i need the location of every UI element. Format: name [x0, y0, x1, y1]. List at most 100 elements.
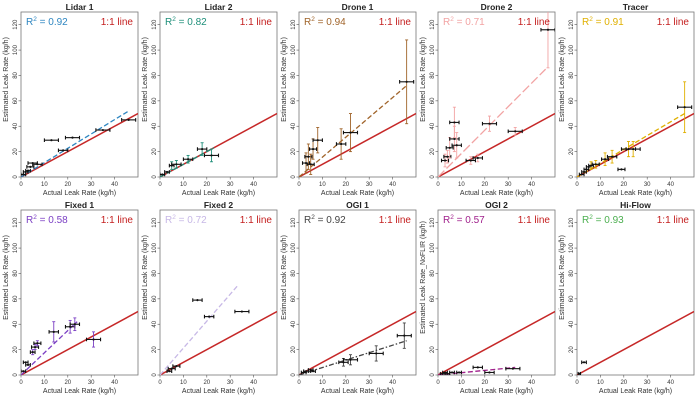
point-marker — [514, 130, 517, 133]
point-marker — [405, 80, 408, 83]
data-point — [505, 366, 521, 371]
y-tick-label: 60 — [13, 97, 19, 104]
x-tick-label: 20 — [342, 380, 349, 386]
x-tick-label: 20 — [203, 380, 210, 386]
plot-area — [438, 12, 555, 177]
one-to-one-line — [299, 112, 416, 177]
point-marker — [33, 345, 37, 349]
y-tick-label: 40 — [152, 122, 158, 129]
r-squared-exponent: 2 — [589, 214, 593, 221]
y-tick-label: 80 — [291, 269, 297, 276]
point-marker — [71, 136, 74, 139]
data-point — [172, 364, 181, 368]
point-marker — [36, 163, 39, 166]
point-marker — [309, 163, 312, 166]
y-axis-label: Estimated Leak Rate (kg/h) — [420, 37, 427, 122]
point-marker — [311, 147, 315, 151]
point-marker — [307, 155, 310, 158]
point-marker — [476, 156, 479, 160]
point-marker — [546, 28, 550, 31]
y-tick-label: 20 — [13, 148, 19, 155]
point-marker — [582, 361, 586, 364]
regression-line — [21, 110, 129, 177]
x-tick-label: 40 — [667, 182, 674, 188]
r-squared-symbol: R — [304, 215, 311, 226]
regression-line — [160, 285, 238, 375]
one-to-one-label: 1:1 line — [101, 215, 134, 226]
point-marker — [170, 367, 173, 370]
point-marker — [50, 139, 53, 142]
data-point — [540, 12, 555, 69]
panel-7: Fixed 2 0 10 20 30 40 0 20 40 60 80 100 120 Actual Le… — [142, 200, 278, 395]
y-tick-label: 100 — [430, 44, 436, 55]
x-axis-label: Actual Leak Rate (kg/h) — [460, 190, 533, 197]
y-tick-label: 20 — [569, 346, 575, 353]
panel-title: Drone 2 — [481, 2, 513, 12]
plot-area — [438, 310, 555, 375]
data-point — [234, 309, 250, 314]
x-tick-label: 0 — [19, 182, 23, 188]
data-point — [48, 321, 59, 343]
one-to-one-line — [438, 310, 555, 375]
panel-2: Lidar 2 0 10 20 30 40 0 20 40 60 80 100 120 Actual Le… — [142, 2, 278, 197]
data-point — [21, 172, 27, 177]
regression-line — [438, 68, 547, 177]
y-tick-label: 60 — [569, 97, 575, 104]
y-tick-label: 20 — [291, 148, 297, 155]
y-tick-label: 20 — [152, 346, 158, 353]
y-tick-label: 60 — [152, 295, 158, 302]
one-to-one-label: 1:1 line — [518, 17, 551, 28]
y-tick-label: 40 — [291, 320, 297, 327]
data-point — [591, 160, 600, 169]
r-squared-exponent: 2 — [589, 16, 593, 23]
x-axis-label: Actual Leak Rate (kg/h) — [182, 190, 255, 197]
y-tick-label: 0 — [291, 373, 297, 377]
data-point — [33, 340, 42, 347]
r-squared-value: = 0.92 — [37, 17, 68, 28]
x-tick-label: 20 — [342, 182, 349, 188]
point-marker — [443, 159, 447, 162]
data-point — [449, 106, 460, 139]
x-tick-label: 10 — [458, 182, 465, 188]
x-tick-label: 40 — [111, 182, 118, 188]
y-tick-label: 40 — [13, 122, 19, 129]
plot-area — [21, 310, 138, 375]
x-tick-label: 30 — [644, 380, 651, 386]
point-marker — [22, 370, 25, 373]
y-tick-label: 60 — [152, 97, 158, 104]
r-squared-value: = 0.92 — [315, 215, 346, 226]
one-to-one-line — [160, 112, 277, 177]
plot-frame — [576, 11, 695, 178]
point-marker — [632, 147, 635, 151]
plot-frame — [20, 11, 139, 178]
plot-frame — [437, 11, 556, 178]
one-to-one-label: 1:1 line — [240, 17, 273, 28]
x-tick-label: 0 — [436, 380, 440, 386]
data-point — [342, 354, 359, 366]
panel-title: OGI 1 — [346, 200, 369, 210]
one-to-one-label: 1:1 line — [657, 215, 690, 226]
panel-title: Fixed 1 — [65, 200, 95, 210]
y-tick-label: 120 — [291, 217, 297, 228]
one-to-one-label: 1:1 line — [240, 215, 273, 226]
point-marker — [683, 106, 686, 109]
x-tick-label: 10 — [458, 380, 465, 386]
panel-3: Drone 1 0 10 20 30 40 0 20 40 60 80 100 120 Actual Le… — [281, 2, 417, 197]
data-point — [601, 152, 610, 167]
point-marker — [455, 144, 458, 147]
data-point — [507, 127, 523, 136]
point-marker — [175, 365, 178, 368]
r-squared-symbol: R — [26, 17, 33, 28]
y-axis-label: Estimated Leak Rate (kg/h) — [3, 235, 10, 320]
r-squared-exponent: 2 — [172, 214, 176, 221]
point-marker — [196, 299, 199, 302]
data-point — [445, 137, 454, 159]
point-marker — [453, 121, 456, 124]
point-marker — [582, 170, 586, 174]
y-axis-label: Estimated Leak Rate (kg/h) — [281, 37, 288, 122]
point-marker — [603, 158, 607, 161]
x-tick-label: 30 — [88, 182, 95, 188]
x-tick-label: 20 — [620, 380, 627, 386]
point-marker — [585, 168, 588, 171]
y-tick-label: 100 — [291, 44, 297, 55]
